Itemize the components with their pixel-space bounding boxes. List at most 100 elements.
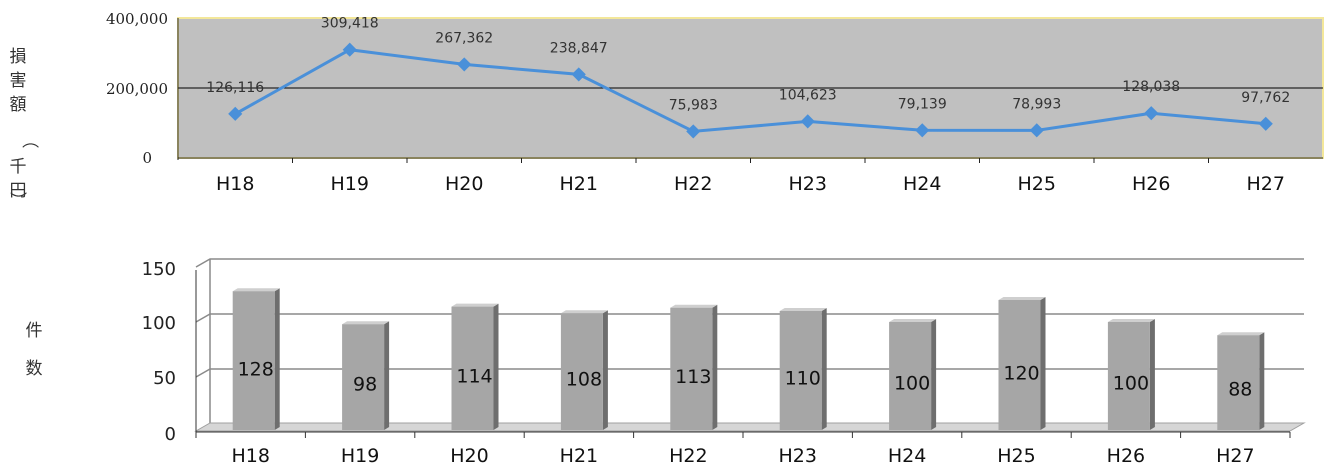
- damage-data-point: [915, 123, 930, 138]
- count-bar-front: [779, 311, 822, 430]
- count-bar-top: [670, 304, 718, 308]
- bar-gridline: [195, 258, 1304, 268]
- damage-data-point: [1029, 123, 1044, 138]
- count-bar-top: [1107, 319, 1155, 322]
- count-bar-front: [1107, 322, 1150, 430]
- count-bar-side: [712, 304, 718, 430]
- line-y-tick-label: 400,000: [106, 10, 168, 28]
- line-x-tick-label: H27: [1247, 173, 1285, 195]
- count-bar-top: [451, 303, 499, 307]
- bar-x-tick-label: H22: [669, 445, 707, 467]
- line-y-axis-title-char-6: 円: [10, 181, 27, 201]
- count-bar-front: [451, 306, 494, 430]
- bar-x-tick-label: H26: [1107, 445, 1145, 467]
- count-bar: 88: [1217, 332, 1265, 430]
- bar-x-tick-label: H21: [560, 445, 598, 467]
- damage-data-label: 79,139: [898, 96, 947, 112]
- damage-data-label: 78,993: [1012, 96, 1061, 112]
- count-bar-side: [493, 303, 499, 430]
- count-bar: 120: [998, 297, 1046, 430]
- count-bar-side: [1040, 297, 1046, 430]
- count-data-label: 108: [566, 368, 602, 390]
- line-y-axis-title-char-7: ）: [7, 192, 27, 209]
- count-bar-front: [889, 322, 932, 430]
- line-x-tick-label: H22: [674, 173, 712, 195]
- damage-data-point: [571, 67, 586, 82]
- line-x-tick-label: H18: [216, 173, 254, 195]
- damage-data-label: 309,418: [321, 16, 379, 32]
- count-bar: 113: [670, 304, 718, 430]
- bar-x-tick-label: H25: [997, 445, 1035, 467]
- count-bar-top: [232, 288, 280, 292]
- count-bar-top: [889, 319, 937, 322]
- line-x-tick-label: H21: [560, 173, 598, 195]
- count-data-label: 88: [1228, 378, 1252, 400]
- count-data-label: 120: [1003, 363, 1039, 385]
- line-y-axis-title-char-4: （: [19, 132, 39, 149]
- count-bar: 98: [342, 321, 390, 430]
- damage-data-label: 267,362: [435, 30, 493, 46]
- count-bar-top: [1217, 332, 1265, 336]
- count-bar-top: [779, 308, 827, 311]
- line-y-axis-title-char-1: 損: [10, 47, 27, 67]
- count-bar-top: [560, 310, 608, 314]
- damage-series-line: [234, 48, 1266, 133]
- bar-y-tick-label: 0: [165, 424, 176, 445]
- line-x-tick-label: H25: [1018, 173, 1056, 195]
- bar-x-tick-label: H20: [450, 445, 488, 467]
- count-bar-side: [384, 321, 390, 430]
- count-bar: 110: [779, 308, 827, 430]
- bar-y-axis-title-char-2: 数: [26, 359, 43, 379]
- line-y-tick-label: 0: [142, 149, 152, 167]
- bar-x-tick-label: H18: [231, 445, 269, 467]
- damage-data-point: [800, 114, 815, 129]
- line-y-axis-title: 損 害 額 （ 千 円 ）: [7, 47, 39, 209]
- line-y-tick-label: 200,000: [106, 80, 168, 98]
- count-bar: 128: [232, 288, 280, 430]
- line-y-axis-title-char-3: 額: [10, 95, 27, 115]
- count-bar-front: [998, 300, 1041, 430]
- bar-x-tick-label: H23: [778, 445, 816, 467]
- count-bar-chart: 件 数 150 100 50 0 H18 H19 H20 H21 H22 H23 H24 H2…: [26, 258, 1306, 467]
- count-data-label: 98: [353, 373, 377, 395]
- bar-x-tick-label: H19: [341, 445, 379, 467]
- count-bar-front: [342, 324, 385, 430]
- damage-data-point: [1258, 116, 1273, 131]
- count-bar: 108: [560, 310, 608, 430]
- line-y-axis-title-char-5: 千: [10, 157, 27, 177]
- count-bar-side: [274, 288, 280, 430]
- damage-data-label: 97,762: [1241, 90, 1290, 106]
- damage-data-point: [1144, 106, 1159, 121]
- count-bar-side: [1149, 319, 1155, 430]
- count-data-label: 113: [675, 366, 711, 388]
- count-bar-side: [821, 308, 827, 430]
- line-x-tick-label: H23: [789, 173, 827, 195]
- line-y-axis-title-char-2: 害: [10, 71, 27, 91]
- damage-data-point: [457, 57, 472, 72]
- count-data-label: 114: [456, 365, 492, 387]
- damage-line-chart: 損 害 額 （ 千 円 ） 400,000 200,000 0 H18 H19 H2…: [7, 10, 1324, 209]
- count-bar-front: [670, 307, 713, 430]
- bar-y-tick-label: 150: [142, 259, 176, 280]
- count-bar-front: [1217, 335, 1260, 430]
- line-x-tick-label: H19: [331, 173, 369, 195]
- bar-y-tick-label: 100: [142, 313, 176, 334]
- count-bar-side: [602, 310, 608, 430]
- count-bar-top: [342, 321, 390, 325]
- damage-data-label: 128,038: [1122, 79, 1180, 95]
- count-bar: 100: [889, 319, 937, 430]
- count-data-label: 100: [894, 372, 930, 394]
- damage-data-label: 104,623: [779, 87, 837, 103]
- count-bar: 114: [451, 303, 499, 430]
- count-data-label: 100: [1113, 372, 1149, 394]
- count-bar-front: [232, 291, 275, 430]
- count-bar-top: [998, 297, 1046, 300]
- count-data-label: 128: [238, 359, 274, 381]
- count-bar-side: [931, 319, 937, 430]
- count-bar: 100: [1107, 319, 1155, 430]
- bar-y-axis-title-char-1: 件: [26, 321, 43, 341]
- damage-data-label: 126,116: [206, 80, 264, 96]
- damage-data-label: 238,847: [550, 40, 608, 56]
- bar-x-tick-label: H27: [1216, 445, 1254, 467]
